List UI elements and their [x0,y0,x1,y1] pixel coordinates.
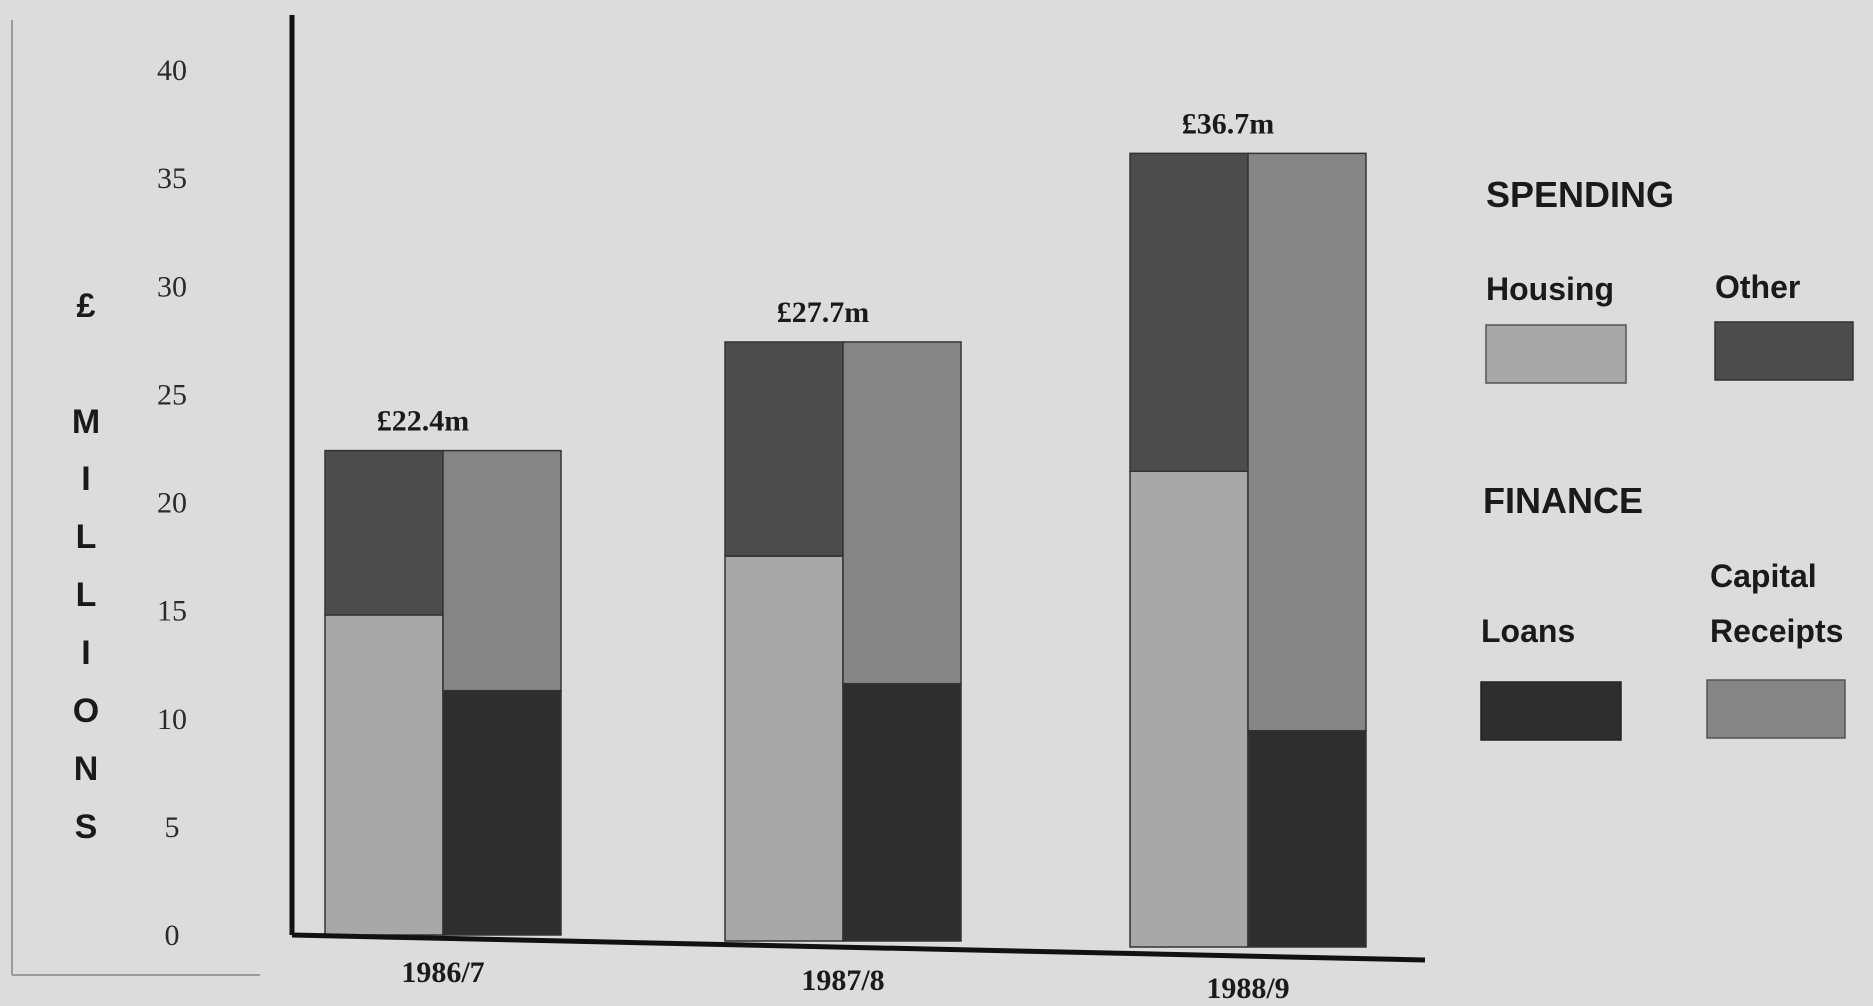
legend: SPENDING Housing Other FINANCE Loans Capital R… [1480,174,1854,741]
y-axis-label-char: N [74,750,99,788]
y-axis-ticks: 0 5 10 15 20 25 30 35 40 [157,54,187,952]
legend-item-label: Loans [1481,613,1575,649]
y-tick-label: 30 [157,270,187,303]
legend-group-title: SPENDING [1486,174,1674,215]
bar-segment-loans [842,682,962,942]
bar-segment-other [1129,152,1249,473]
bar-segment-housing [324,614,444,936]
x-axis-line [291,932,1426,963]
bar-segment-housing [1129,470,1249,948]
y-tick-label: 0 [165,919,180,952]
y-axis-label-char: I [81,634,90,672]
total-labels: £22.4m £27.7m £36.7m [377,107,1275,437]
bar-segment-loans [1247,730,1367,948]
y-axis-label-char: O [73,692,99,730]
legend-group-title: FINANCE [1483,480,1643,521]
legend-item-label: Housing [1486,271,1614,307]
legend-item-label: Capital [1710,558,1817,594]
y-tick-label: 15 [157,595,187,628]
y-axis-label-char: £ [77,287,96,325]
bar-segment-other [724,341,844,557]
bar-segment-capital-receipts [442,449,562,692]
legend-item-label: Other [1715,269,1800,305]
bar-segment-other [324,449,444,616]
y-tick-label: 20 [157,487,187,520]
y-axis-label-char: I [81,460,90,498]
x-category-label: 1986/7 [401,956,484,989]
x-axis-categories: 1986/7 1987/8 1988/9 [401,956,1289,1005]
y-tick-label: 40 [157,54,187,87]
y-tick-label: 35 [157,162,187,195]
legend-swatch-capital-receipts [1706,679,1846,739]
total-label: £22.4m [377,405,470,438]
x-category-label: 1987/8 [801,964,884,997]
y-axis-label-char: L [76,518,97,556]
y-axis-label-char: M [72,403,100,441]
y-tick-label: 5 [165,811,180,844]
y-axis-label-char: L [76,576,97,614]
legend-swatch-other [1714,321,1854,381]
legend-swatch-housing [1485,324,1627,384]
bar-segment-housing [724,555,844,942]
bar-segment-loans [442,689,562,936]
y-axis-label-char: S [75,808,98,846]
bar-segment-capital-receipts [842,341,962,685]
total-label: £36.7m [1182,107,1275,140]
total-label: £27.7m [777,296,870,329]
bars [324,152,1367,948]
y-tick-label: 10 [157,703,187,736]
legend-item-label: Receipts [1710,613,1843,649]
legend-swatch-loans [1480,681,1622,741]
x-category-label: 1988/9 [1206,972,1289,1005]
bar-segment-capital-receipts [1247,152,1367,732]
y-tick-label: 25 [157,378,187,411]
